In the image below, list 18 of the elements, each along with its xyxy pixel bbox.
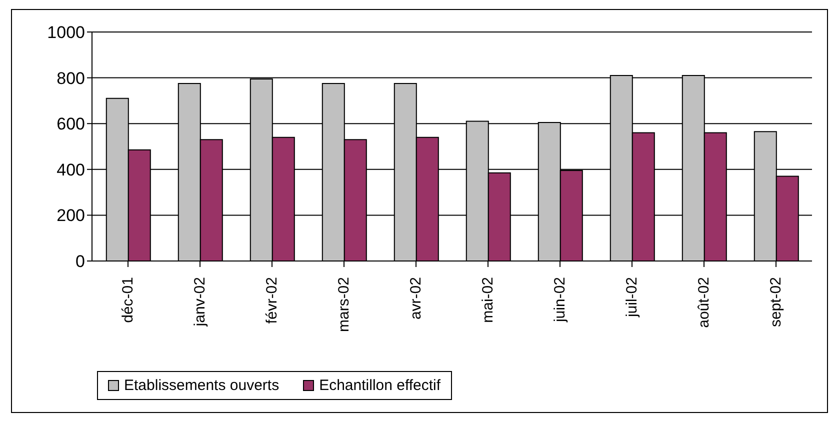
y-tick-label: 400 [56,160,85,180]
x-tick-label: sept-02 [768,277,784,328]
x-tick-label: juil-02 [624,277,640,318]
y-tick-label: 600 [56,114,85,134]
x-tick-label: mai-02 [480,277,496,323]
x-tick-label: janv-02 [192,277,208,328]
y-tick-label: 200 [56,206,85,226]
x-tick-label: mars-02 [336,277,352,332]
x-tick-label: déc-01 [120,277,136,323]
x-tick-label: août-02 [696,277,712,328]
x-tick-label: févr-02 [264,277,280,324]
y-tick-label: 0 [76,252,85,272]
y-tick-label: 800 [56,68,85,88]
legend-label: Echantillon effectif [318,377,441,394]
x-tick-label: avr-02 [408,277,424,320]
x-tick-label: juin-02 [552,277,568,324]
y-tick-label: 1000 [47,23,85,42]
legend-label: Etablissements ouverts [123,377,280,394]
